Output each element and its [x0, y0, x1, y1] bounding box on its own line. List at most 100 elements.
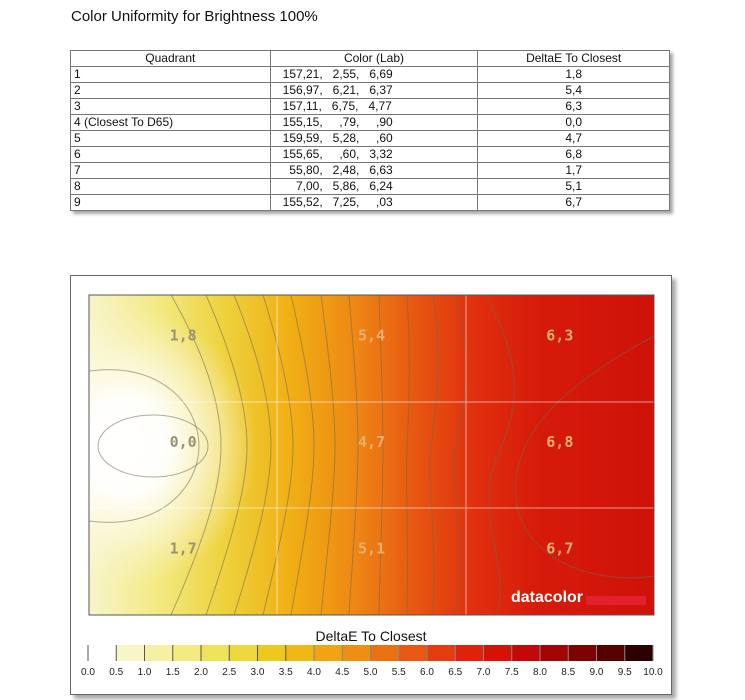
color-scale: [88, 645, 654, 661]
contour-line: [515, 335, 654, 579]
deltae-cell: 1,8: [477, 66, 670, 83]
quadrant-cell: 3: [70, 98, 271, 115]
scale-swatch: [624, 645, 654, 661]
cell-value-label: 6,3: [546, 326, 573, 344]
scale-swatch: [201, 645, 230, 661]
uniformity-heatmap-panel: 1,8 5,4 6,3 0,0 4,7 6,8 1,7 5,1 6,7 datacolor 0.…: [70, 275, 672, 695]
scale-tick-label: 6.0: [420, 667, 434, 678]
scale-swatch: [144, 645, 174, 661]
column-header-quadrant: Quadrant: [70, 50, 271, 67]
quadrant-cell: 2: [70, 82, 271, 99]
scale-tick-label: 8.5: [561, 667, 575, 678]
scale-swatch: [285, 645, 315, 661]
quadrant-cell: 6: [70, 146, 271, 163]
scale-tick-label: 10.0: [643, 667, 663, 678]
lab-cell: 157,21, 2,55, 6,69: [269, 66, 479, 83]
deltae-cell: 5,4: [477, 82, 670, 99]
quadrant-cell: 5: [70, 130, 271, 147]
contour-line: [97, 414, 209, 478]
quadrant-cell: 7: [70, 162, 271, 179]
scale-swatch: [370, 645, 400, 661]
scale-swatch: [483, 645, 513, 661]
scale-swatch: [540, 645, 569, 661]
table-row: 3 157,11, 6,75, 4,77 6,3: [70, 98, 670, 115]
contour-line: [233, 295, 272, 615]
deltae-cell: 6,8: [477, 146, 670, 163]
cell-value-label: 5,4: [358, 326, 385, 344]
scale-swatch: [568, 645, 597, 661]
cell-value-label: 1,8: [170, 326, 197, 344]
scale-tick-label: 3.5: [279, 667, 293, 678]
scale-tick-label: 9.5: [618, 667, 632, 678]
scale-swatch: [88, 645, 117, 661]
heatmap-surface: [89, 295, 654, 615]
uniformity-heatmap: 1,8 5,4 6,3 0,0 4,7 6,8 1,7 5,1 6,7 datacolor 0.…: [81, 294, 663, 678]
table-row: 4 (Closest To D65) 155,15, ,79, ,90 0,0: [70, 114, 670, 131]
contour-line: [378, 295, 384, 615]
deltae-cell: 1,7: [477, 162, 670, 179]
quadrant-cell: 9: [70, 194, 271, 211]
scale-tick-label: 3.0: [251, 667, 265, 678]
table-row: 8 7,00, 5,86, 6,24 5,1: [70, 178, 670, 195]
contour-line: [290, 295, 315, 615]
cell-value-label: 4,7: [358, 433, 385, 451]
quadrant-cell: 4 (Closest To D65): [70, 114, 271, 131]
color-scale-tick-labels: 0.0 0.5 1.0 1.5 2.0 2.5 3.0 3.5 4.0 4.5 5.0 5.5 6.0 6…: [81, 667, 663, 678]
lab-cell: 55,80, 2,48, 6,63: [269, 162, 479, 179]
brand-bar: [586, 596, 646, 605]
scale-tick-label: 5.5: [392, 667, 406, 678]
scale-tick-label: 7.0: [477, 667, 491, 678]
scale-tick-label: 0.5: [109, 667, 123, 678]
scale-swatch: [314, 645, 343, 661]
heatmap-glow: [89, 306, 256, 586]
scale-tick-label: 0.0: [81, 667, 95, 678]
contour-line: [89, 369, 200, 523]
scale-tick-label: 7.5: [505, 667, 519, 678]
quadrant-cell: 1: [70, 66, 271, 83]
scale-tick-label: 2.5: [222, 667, 236, 678]
brand-text: datacolor: [511, 589, 583, 606]
table-header-row: Quadrant Color (Lab) DeltaE To Closest: [70, 50, 670, 67]
cell-value-label: 1,7: [170, 540, 197, 558]
table-row: 7 55,80, 2,48, 6,63 1,7: [70, 162, 670, 179]
contour-lines: [89, 295, 654, 615]
lab-cell: 156,97, 6,21, 6,37: [269, 82, 479, 99]
scale-swatch: [596, 645, 626, 661]
datacolor-logo: datacolor: [511, 589, 646, 606]
scale-swatch: [257, 645, 287, 661]
contour-line: [320, 295, 336, 615]
scale-swatch: [229, 645, 258, 661]
scale-swatch: [116, 645, 145, 661]
scale-tick-label: 1.5: [166, 667, 180, 678]
contour-line: [485, 295, 515, 615]
quadrant-cell: 8: [70, 178, 271, 195]
table-row: 2 156,97, 6,21, 6,37 5,4: [70, 82, 670, 99]
scale-tick-label: 9.0: [590, 667, 604, 678]
uniformity-table-container: Quadrant Color (Lab) DeltaE To Closest 1…: [70, 50, 670, 211]
cell-value-label: 5,1: [358, 540, 385, 558]
contour-line: [429, 295, 439, 615]
table-row: 9 155,52, 7,25, ,03 6,7: [70, 194, 670, 211]
scale-tick-label: 4.5: [335, 667, 349, 678]
lab-cell: 155,52, 7,25, ,03: [269, 194, 479, 211]
table-row: 1 157,21, 2,55, 6,69 1,8: [70, 66, 670, 83]
deltae-cell: 6,3: [477, 98, 670, 115]
cell-value-label: 6,7: [546, 540, 573, 558]
scale-tick-label: 2.0: [194, 667, 208, 678]
page-title: Color Uniformity for Brightness 100%: [71, 8, 318, 25]
column-header-deltae: DeltaE To Closest: [477, 50, 670, 67]
lab-cell: 155,65, ,60, 3,32: [269, 146, 479, 163]
deltae-cell: 6,7: [477, 194, 670, 211]
heatmap-frame: [88, 294, 655, 616]
scale-tick-label: 4.0: [307, 667, 321, 678]
scale-swatch: [342, 645, 371, 661]
scale-swatch: [511, 645, 541, 661]
lab-cell: 159,59, 5,28, ,60: [269, 130, 479, 147]
contour-line: [405, 295, 410, 615]
scale-tick-label: 6.5: [448, 667, 462, 678]
uniformity-table: Quadrant Color (Lab) DeltaE To Closest 1…: [70, 50, 670, 211]
lab-cell: 157,11, 6,75, 4,77: [269, 98, 479, 115]
scale-tick-label: 1.0: [138, 667, 152, 678]
cell-value-label: 6,8: [546, 433, 573, 451]
contour-line: [205, 295, 248, 615]
